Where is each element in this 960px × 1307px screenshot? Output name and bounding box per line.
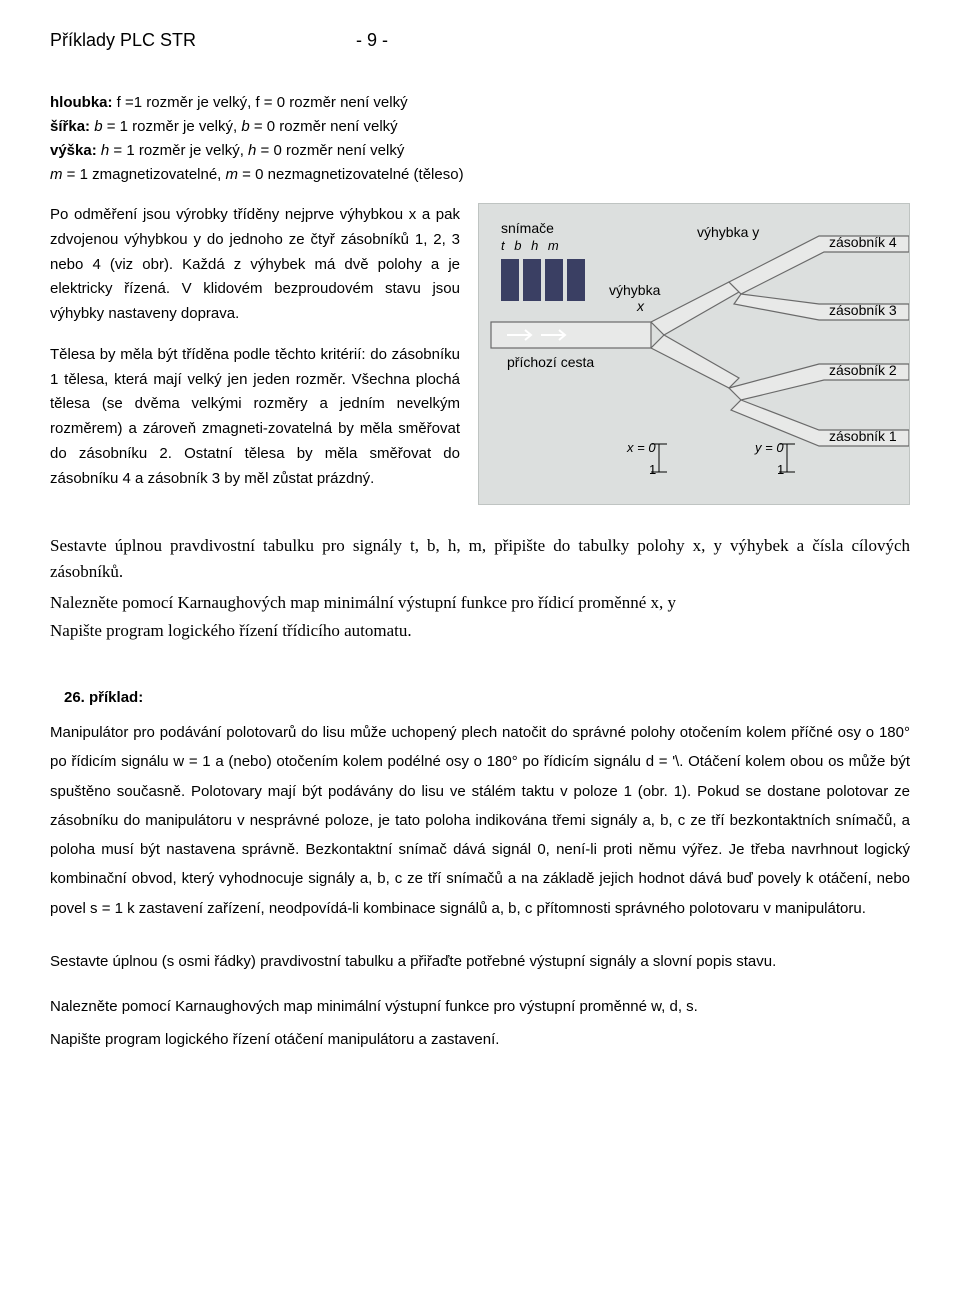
section-26-head: 26. příklad:	[64, 689, 910, 706]
fig-label-x1: 1	[649, 462, 656, 477]
diagram-figure: snímače t b h m výhybka x výhybka y příc…	[478, 203, 910, 505]
serif-task-3: Napište program logického řízení třídicí…	[50, 618, 910, 644]
serif-task-1: Sestavte úplnou pravdivostní tabulku pro…	[50, 533, 910, 584]
page-header: Příklady PLC STR - 9 -	[50, 30, 910, 51]
def-sirka: šířka: b = 1 rozměr je velký, b = 0 rozm…	[50, 115, 910, 139]
fig-label-vyhybka-y: výhybka y	[697, 224, 759, 240]
fig-label-zas4: zásobník 4	[829, 234, 897, 250]
fig-label-y1: 1	[777, 462, 784, 477]
def-hloubka-label: hloubka:	[50, 94, 113, 111]
definitions-block: hloubka: f =1 rozměr je velký, f = 0 roz…	[50, 91, 910, 187]
def-m: m = 1 zmagnetizovatelné, m = 0 nezmagnet…	[50, 163, 910, 187]
def-vyska: výška: h = 1 rozměr je velký, h = 0 rozm…	[50, 139, 910, 163]
header-title: Příklady PLC STR	[50, 30, 196, 51]
def-hloubka: hloubka: f =1 rozměr je velký, f = 0 roz…	[50, 91, 910, 115]
fig-label-x0: x = 0	[627, 440, 656, 455]
fig-label-zas2: zásobník 2	[829, 362, 897, 378]
fig-label-vyhybka-x: výhybka	[609, 282, 660, 298]
fig-label-snimace: snímače	[501, 220, 554, 236]
def-sirka-label: šířka:	[50, 118, 90, 135]
fig-label-tbhm: t b h m	[501, 238, 562, 253]
def-hloubka-text: f =1 rozměr je velký, f = 0 rozměr není …	[113, 94, 408, 111]
def-vyska-label: výška:	[50, 142, 97, 159]
fig-label-prichozi: příchozí cesta	[507, 354, 594, 370]
fig-label-zas1: zásobník 1	[829, 428, 897, 444]
section-26-para-2: Sestavte úplnou (s osmi řádky) pravdivos…	[50, 947, 910, 976]
fig-label-vyhybka-x-sub: x	[637, 298, 644, 314]
serif-task-2: Nalezněte pomocí Karnaughových map minim…	[50, 590, 910, 616]
header-page-number: - 9 -	[356, 30, 388, 51]
section-26-line-2: Napište program logického řízení otáčení…	[50, 1025, 910, 1054]
fig-label-zas3: zásobník 3	[829, 302, 897, 318]
section-26-para-1: Manipulátor pro podávání polotovarů do l…	[50, 718, 910, 923]
fig-label-y0: y = 0	[755, 440, 784, 455]
section-26-line-1: Nalezněte pomocí Karnaughových map minim…	[50, 992, 910, 1021]
